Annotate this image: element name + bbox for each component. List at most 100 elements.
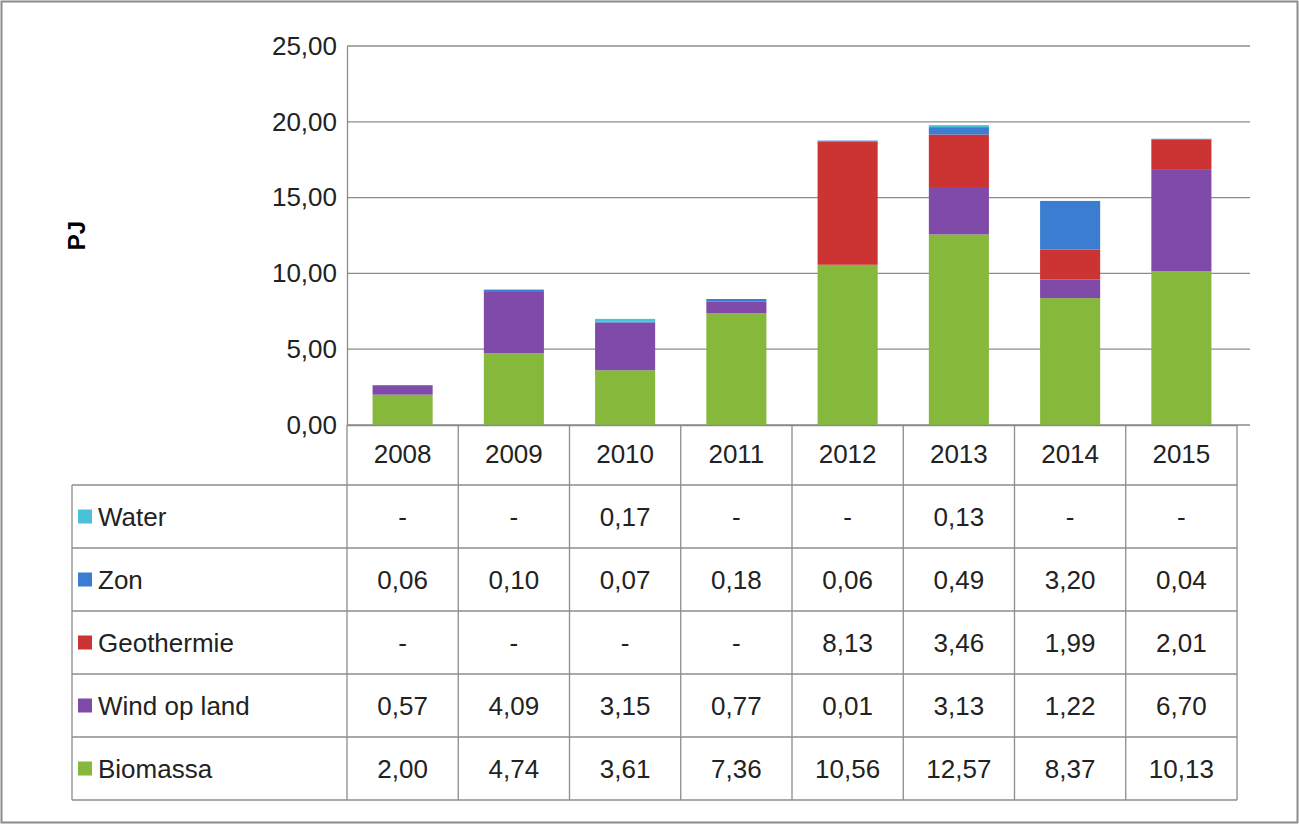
y-tick-label: 15,00 — [272, 182, 337, 212]
table-value: - — [510, 502, 519, 532]
table-value: 3,61 — [600, 754, 651, 784]
table-value: 12,57 — [926, 754, 991, 784]
table-value: 4,74 — [489, 754, 540, 784]
bar-segment — [595, 319, 655, 322]
table-value: - — [621, 628, 630, 658]
x-tick: 2009 — [485, 425, 543, 469]
bar-segment — [595, 323, 655, 371]
x-tick-label: 2009 — [485, 439, 543, 469]
bar-segment — [595, 321, 655, 322]
bar-segment — [484, 291, 544, 353]
table-value: 0,07 — [600, 565, 651, 595]
table-line — [72, 484, 1237, 485]
legend-label: Zon — [98, 565, 143, 595]
y-tick: 0,00 — [286, 410, 347, 440]
bar-segment — [1040, 280, 1100, 298]
table-line — [680, 425, 681, 800]
table-value: 3,46 — [934, 628, 985, 658]
table-value: 0,01 — [822, 691, 873, 721]
table-value: 4,09 — [489, 691, 540, 721]
bar-segment — [1151, 138, 1211, 140]
grid-line — [347, 45, 1250, 46]
table-value: 0,10 — [489, 565, 540, 595]
y-axis-title: PJ — [63, 221, 90, 250]
bar-segment — [1040, 298, 1100, 425]
table-value: 0,17 — [600, 502, 651, 532]
x-tick-label: 2011 — [708, 439, 764, 469]
bar-segment — [1040, 201, 1100, 250]
table-value: 6,70 — [1156, 691, 1207, 721]
legend-label: Wind op land — [98, 691, 250, 721]
table-value: 1,99 — [1045, 628, 1096, 658]
bar-segment — [1151, 170, 1211, 272]
grid — [347, 46, 1250, 425]
legend-key — [78, 699, 92, 713]
y-tick-label: 20,00 — [272, 107, 337, 137]
table-value: - — [1177, 502, 1186, 532]
bars — [373, 125, 1212, 425]
bar-segment — [706, 299, 766, 302]
bar-segment — [373, 385, 433, 387]
bar-segment — [929, 187, 989, 234]
y-axis-line — [347, 47, 348, 426]
grid-line — [347, 349, 1250, 350]
bar-segment — [373, 386, 433, 395]
bar-segment — [818, 140, 878, 142]
table-value: 3,15 — [600, 691, 651, 721]
table-value: - — [510, 628, 519, 658]
table-value: - — [1066, 502, 1075, 532]
table-line — [1014, 425, 1015, 800]
table-value: 0,49 — [934, 565, 985, 595]
table-value: - — [398, 628, 407, 658]
table-line — [72, 673, 1237, 674]
table-line — [72, 736, 1237, 737]
table-value: 0,06 — [377, 565, 428, 595]
grid-line — [347, 273, 1250, 274]
grid-line — [347, 424, 1250, 425]
table-line — [346, 425, 347, 800]
table-value: 0,06 — [822, 565, 873, 595]
table-value: 0,13 — [934, 502, 985, 532]
y-tick: 10,00 — [272, 258, 347, 288]
table-value: - — [843, 502, 852, 532]
x-tick: 2010 — [596, 425, 654, 469]
legend-label: Geothermie — [98, 628, 234, 658]
y-tick: 20,00 — [272, 107, 347, 137]
x-tick-label: 2013 — [930, 439, 988, 469]
table-line — [72, 547, 1237, 548]
table-value: - — [732, 502, 741, 532]
table-line — [71, 485, 72, 800]
bar-segment — [929, 127, 989, 134]
bar-segment — [1151, 271, 1211, 425]
x-tick-label: 2012 — [819, 439, 877, 469]
x-tick: 2012 — [819, 425, 877, 469]
bar-segment — [818, 142, 878, 265]
legend-label: Water — [98, 502, 167, 532]
bar-segment — [818, 265, 878, 425]
bar-segment — [706, 313, 766, 425]
y-tick-label: 10,00 — [272, 258, 337, 288]
x-tick-label: 2008 — [374, 439, 432, 469]
x-tick-label: 2014 — [1041, 439, 1099, 469]
table-value: 10,13 — [1149, 754, 1214, 784]
x-tick: 2011 — [708, 425, 764, 469]
bar-segment — [1040, 249, 1100, 279]
table-value: 0,77 — [711, 691, 762, 721]
table-value: 8,37 — [1045, 754, 1096, 784]
grid-line — [347, 121, 1250, 122]
table-line — [458, 425, 459, 800]
y-tick-label: 5,00 — [286, 334, 337, 364]
table-value: 3,20 — [1045, 565, 1096, 595]
bar-segment — [706, 302, 766, 314]
table-value: 0,04 — [1156, 565, 1207, 595]
table-value: 7,36 — [711, 754, 762, 784]
table-line — [903, 425, 904, 800]
legend-key — [78, 762, 92, 776]
x-tick: 2015 — [1152, 425, 1210, 469]
table-line — [1125, 425, 1126, 800]
table-line — [72, 610, 1237, 611]
bar-segment — [929, 234, 989, 425]
grid-line — [347, 197, 1250, 198]
table-value: 0,18 — [711, 565, 762, 595]
legend-key — [78, 510, 92, 524]
